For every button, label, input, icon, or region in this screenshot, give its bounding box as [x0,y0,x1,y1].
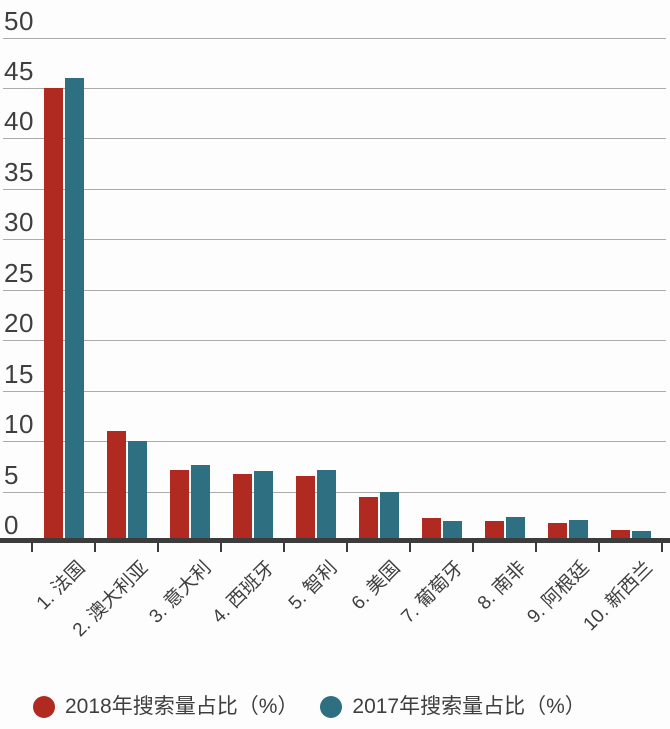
gridline-15 [3,390,666,392]
bar-2018-8 [484,520,504,542]
bar-2017-6 [379,491,399,542]
y-axis-tick-label-10: 10 [4,409,34,440]
y-axis-tick-label-15: 15 [4,358,34,389]
bar-2017-4 [253,471,273,542]
bar-2018-4 [232,474,252,542]
x-axis-tick [346,543,348,552]
y-axis-tick-label-20: 20 [4,308,34,339]
bar-group-2 [95,0,158,542]
bar-2018-7 [421,517,441,542]
x-axis-line [0,538,670,543]
bar-2017-5 [316,470,336,542]
x-axis-tick [472,543,474,552]
bar-2017-1 [64,77,84,542]
bar-group-3 [158,0,221,542]
bar-2018-6 [358,496,378,542]
bar-2018-2 [106,431,126,542]
bar-2018-5 [295,476,315,542]
bar-2018-9 [547,522,567,542]
y-axis-tick-label-35: 35 [4,156,34,187]
gridline-40 [3,138,666,140]
bar-2017-2 [127,441,147,542]
x-axis-tick [283,543,285,552]
bar-2017-10 [631,530,651,542]
bar-group-4 [221,0,284,542]
x-axis-tick [220,543,222,552]
bar-2017-3 [190,465,210,542]
bar-2017-7 [442,520,462,542]
gridline-45 [3,87,666,89]
bar-2018-3 [169,470,189,542]
x-axis-tick [661,543,663,552]
bar-group-6 [347,0,410,542]
y-axis-tick-label-50: 50 [4,5,34,36]
bar-group-5 [284,0,347,542]
x-axis-tick [31,543,33,552]
gridline-35 [3,188,666,190]
bar-group-7 [410,0,473,542]
y-axis-tick-label-0: 0 [4,510,19,540]
x-axis-category-label-7: 7. 葡萄牙 [397,557,468,628]
gridline-50 [3,37,666,39]
legend-label-2017: 2017年搜索量占比（%） [352,695,586,718]
x-axis-category-label-4: 4. 西班牙 [208,557,279,628]
y-axis-tick-label-45: 45 [4,55,34,86]
x-axis-tick [535,543,537,552]
gridline-30 [3,239,666,241]
x-axis-category-label-5: 5. 智利 [285,557,342,615]
y-axis-tick-label-40: 40 [4,106,34,137]
gridline-20 [3,340,666,342]
bar-2017-8 [505,516,525,542]
gridline-10 [3,441,666,443]
bar-group-8 [473,0,536,542]
y-axis-tick-label-30: 30 [4,207,34,238]
plot-area: 0 5 10 15 20 25 30 35 40 45 50 [3,0,666,542]
legend-swatch-2018-icon [33,696,55,718]
legend-label-2018: 2018年搜索量占比（%） [65,695,299,718]
y-axis-tick-label-5: 5 [4,459,19,490]
gridline-25 [3,289,666,291]
bar-2017-9 [568,519,588,542]
bar-group-9 [536,0,599,542]
x-axis-tick [157,543,159,552]
x-axis-tick [598,543,600,552]
legend-swatch-2017-icon [320,696,343,718]
x-axis-tick [94,543,96,552]
legend-item-2017: 2017年搜索量占比（%） [320,695,586,719]
bar-2018-1 [43,87,63,542]
y-axis-tick-label-25: 25 [4,257,34,288]
bar-group-1 [32,0,95,542]
x-axis-category-label-3: 3. 意大利 [145,557,216,628]
bar-group-10 [599,0,662,542]
legend: 2018年搜索量占比（%） 2017年搜索量占比（%） [33,695,586,719]
x-axis-tick [409,543,411,552]
legend-item-2018: 2018年搜索量占比（%） [33,695,298,719]
